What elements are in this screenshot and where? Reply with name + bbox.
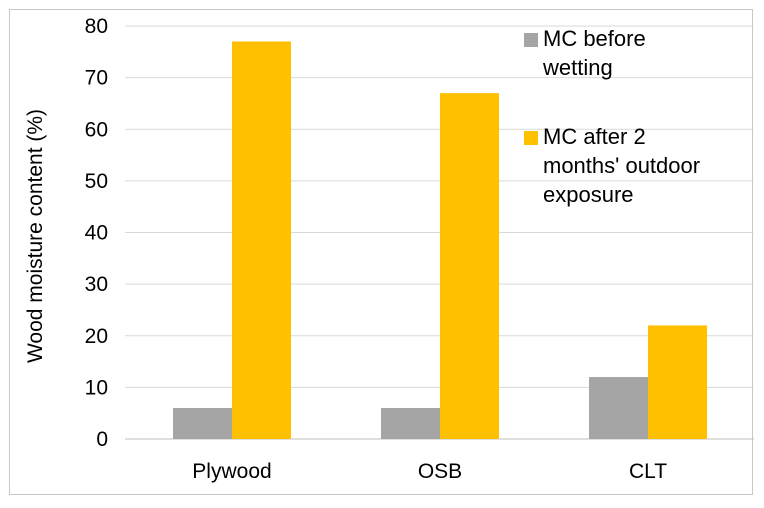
legend-label: exposure — [543, 182, 634, 207]
y-tick-label: 40 — [85, 222, 108, 245]
legend-swatch — [524, 33, 538, 47]
x-tick-label: OSB — [418, 460, 462, 483]
bar-after-clt — [648, 325, 707, 439]
bar-after-osb — [440, 93, 499, 440]
legend-label: MC before — [543, 26, 646, 51]
x-tick-labels: Plywood OSB CLT — [192, 460, 667, 483]
y-tick-label: 60 — [85, 118, 108, 141]
bars — [173, 41, 707, 440]
bar-after-plywood — [232, 41, 291, 440]
y-tick-labels: 0 10 20 30 40 50 60 70 80 — [85, 15, 108, 451]
legend-label: MC after 2 — [543, 124, 646, 149]
y-axis-title: Wood moisture content (%) — [24, 109, 47, 363]
legend-label: months' outdoor — [543, 153, 700, 178]
y-tick-label: 20 — [85, 325, 108, 348]
legend-swatch — [524, 131, 538, 145]
y-tick-label: 30 — [85, 273, 108, 296]
y-tick-label: 80 — [85, 15, 108, 38]
bar-before-clt — [589, 377, 648, 439]
x-tick-label: CLT — [629, 460, 667, 483]
x-tick-label: Plywood — [192, 460, 271, 483]
legend: MC before wetting MC after 2 months' outdoo… — [524, 26, 700, 207]
y-tick-label: 70 — [85, 67, 108, 90]
y-tick-label: 0 — [96, 428, 108, 451]
bar-before-plywood — [173, 408, 232, 439]
y-tick-label: 10 — [85, 376, 108, 399]
bar-before-osb — [381, 408, 440, 439]
y-tick-label: 50 — [85, 170, 108, 193]
legend-label: wetting — [542, 55, 613, 80]
